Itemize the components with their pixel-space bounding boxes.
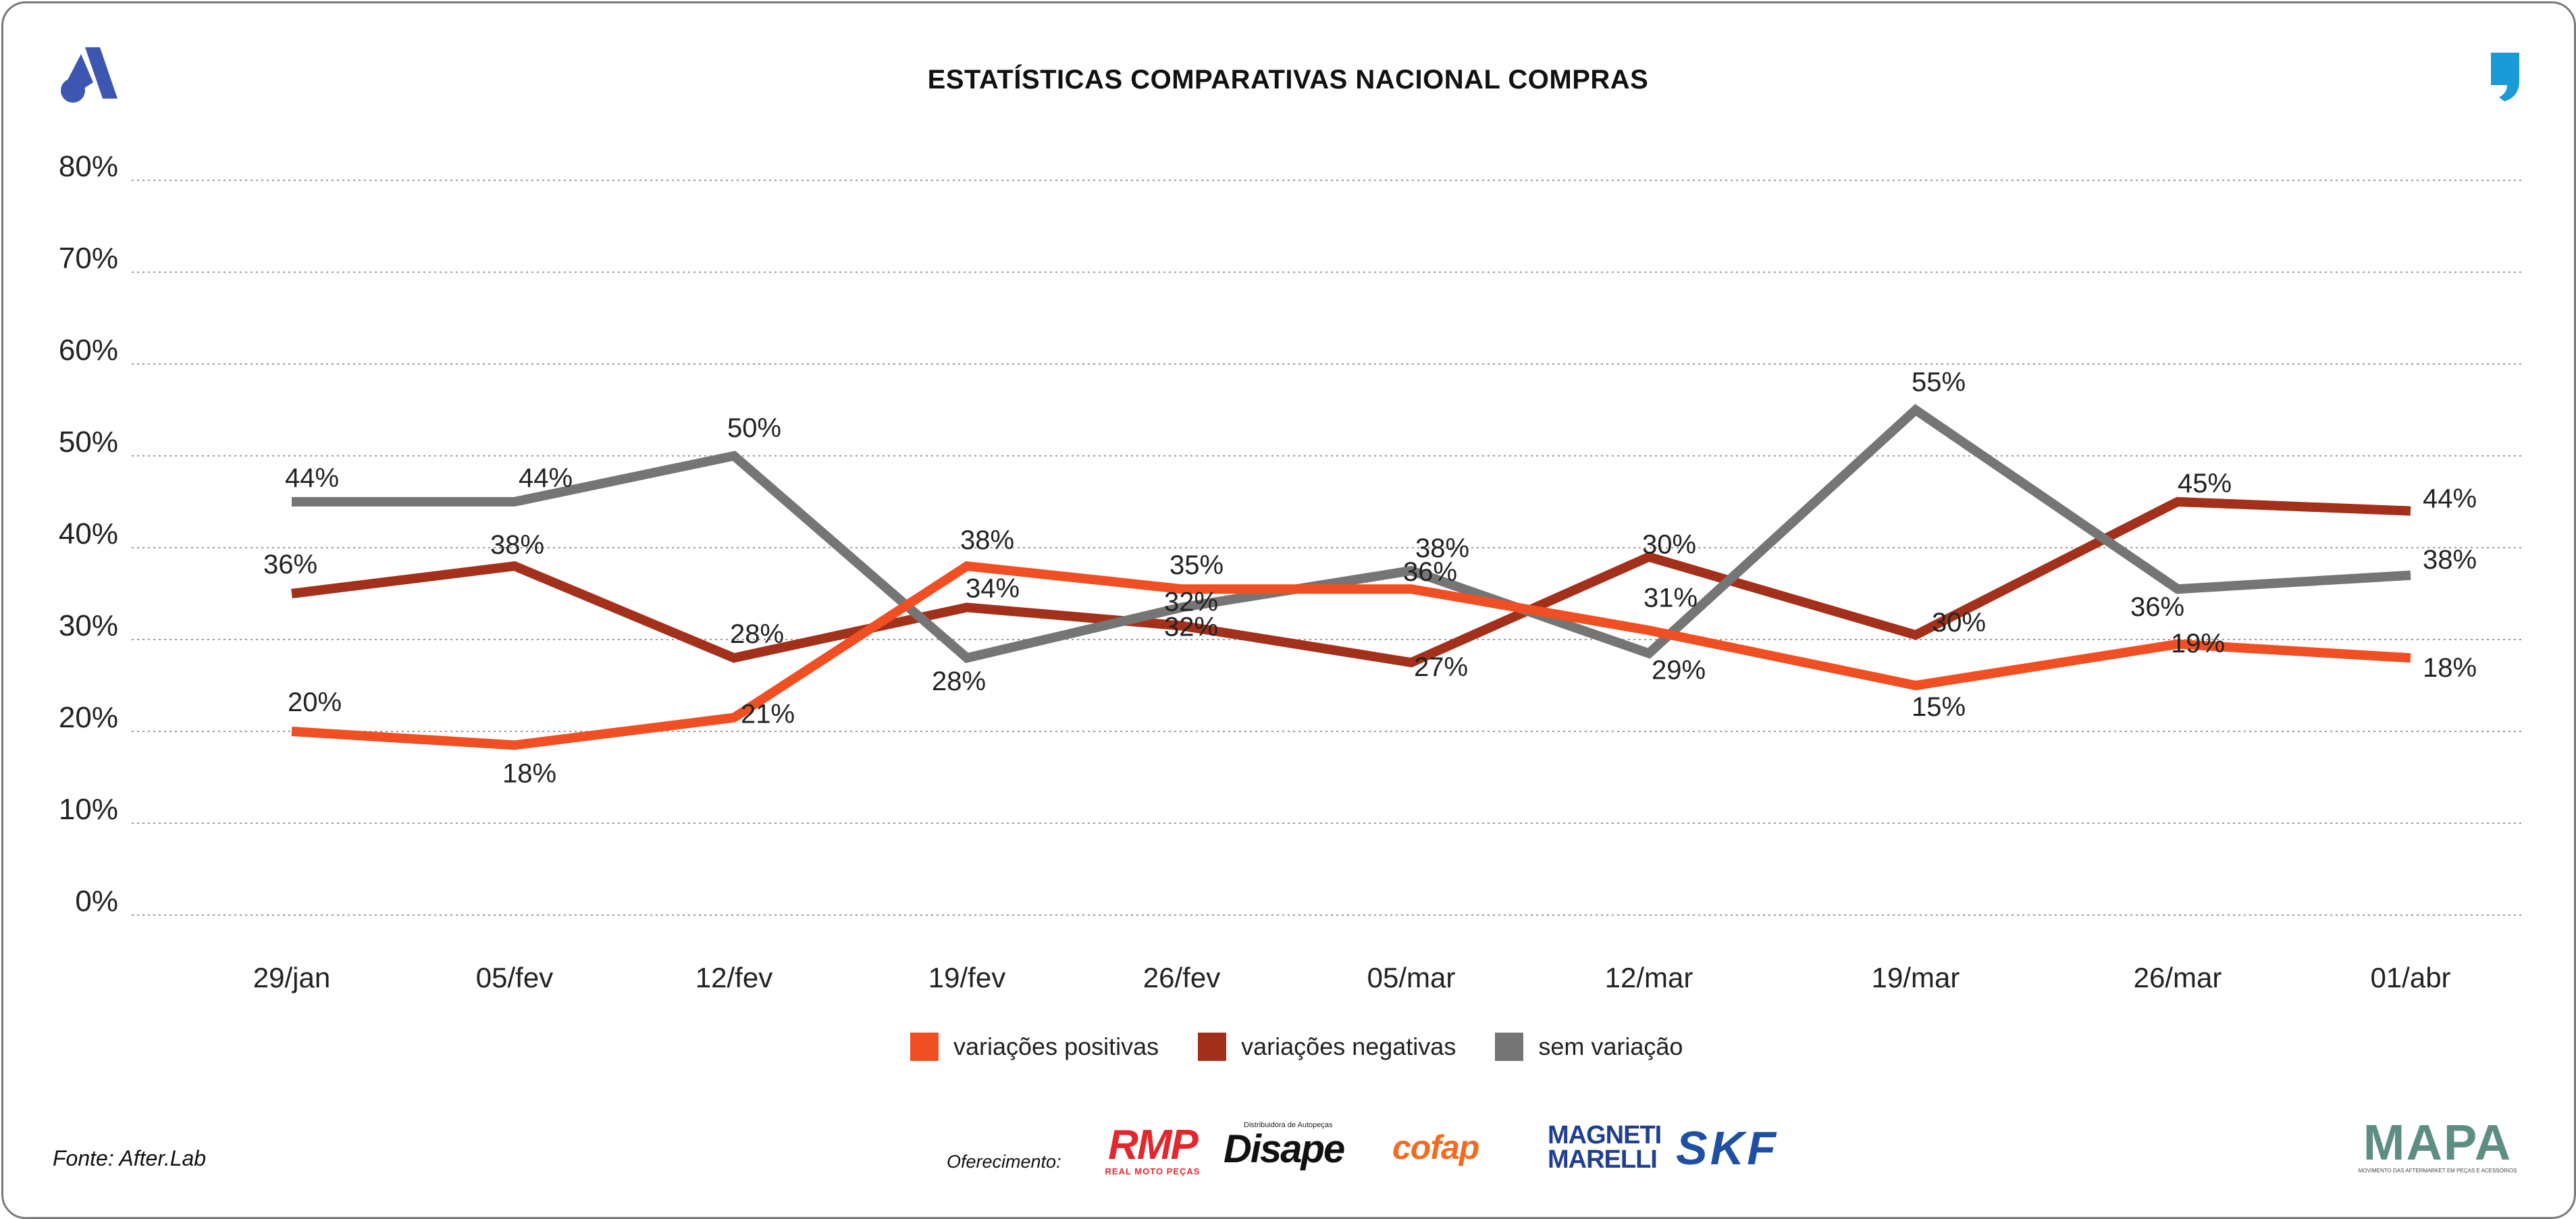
data-label-positivas: 35% — [1169, 550, 1224, 580]
x-tick-label: 05/fev — [476, 962, 553, 993]
y-tick-label: 80% — [59, 150, 118, 183]
cofap-logo-text: cofap — [1392, 1129, 1479, 1166]
sponsor-logo-magneti-marelli[interactable]: MAGNETI MARELLI — [1548, 1121, 1662, 1174]
data-label-positivas: 36% — [1403, 557, 1457, 587]
y-tick-label: 20% — [59, 701, 118, 734]
data-label-positivas: 21% — [741, 700, 795, 729]
y-tick-label: 60% — [59, 334, 118, 367]
x-tick-label: 26/mar — [2134, 962, 2222, 993]
legend-label-negativas: variações negativas — [1241, 1033, 1456, 1060]
data-label-positivas: 18% — [502, 758, 556, 788]
data-label-sem-variacao: 38% — [2423, 545, 2477, 575]
x-tick-label: 19/fev — [928, 962, 1005, 993]
brand-logo-icon — [61, 47, 117, 103]
data-label-sem-variacao: 28% — [932, 667, 986, 696]
legend-label-positivas: variações positivas — [953, 1033, 1159, 1060]
data-label-sem-variacao: 44% — [519, 463, 573, 493]
data-label-positivas: 19% — [2171, 629, 2225, 658]
data-label-sem-variacao: 32% — [1164, 612, 1218, 642]
data-label-negativas: 27% — [1414, 652, 1468, 682]
y-tick-label: 30% — [59, 609, 118, 642]
data-label-sem-variacao: 36% — [2130, 592, 2184, 622]
magneti-logo-line1: MAGNETI — [1548, 1121, 1662, 1149]
series-line-positivas — [291, 561, 2411, 750]
data-label-positivas: 18% — [2423, 653, 2477, 683]
y-tick-label: 50% — [59, 425, 118, 459]
legend-swatch-sem-variacao — [1495, 1033, 1524, 1061]
x-tick-label: 05/mar — [1367, 962, 1456, 993]
rmp-logo-text: RMP — [1108, 1122, 1199, 1168]
legend-label-sem-variacao: sem variação — [1538, 1033, 1683, 1060]
legend-swatch-negativas — [1198, 1033, 1227, 1061]
data-label-negativas: 30% — [1932, 608, 1986, 638]
mapa-logo[interactable]: MAPA MOVIMENTO DAS AFTERMARKET EM PEÇAS … — [2357, 1118, 2519, 1174]
data-label-negativas: 32% — [1164, 588, 1218, 617]
y-tick-label: 70% — [59, 242, 118, 275]
data-label-positivas: 31% — [1644, 583, 1698, 613]
mapa-logo-tagline: MOVIMENTO DAS AFTERMARKET EM PEÇAS E ACE… — [2358, 1168, 2517, 1174]
data-label-sem-variacao: 50% — [727, 413, 781, 443]
x-tick-label: 26/fev — [1143, 962, 1220, 993]
data-label-positivas: 15% — [1912, 692, 1966, 722]
quote-icon — [2491, 53, 2519, 101]
data-label-negativas: 28% — [730, 619, 784, 649]
rmp-logo-tagline: REAL MOTO PEÇAS — [1105, 1166, 1201, 1176]
data-label-negativas: 34% — [966, 573, 1020, 603]
mapa-logo-text: MAPA — [2363, 1114, 2513, 1170]
data-label-negativas: 30% — [1642, 530, 1696, 560]
legend-swatch-positivas — [910, 1033, 939, 1061]
data-label-negativas: 38% — [490, 530, 544, 560]
x-tick-label: 29/jan — [253, 962, 330, 993]
sponsor-logo-disape[interactable]: Distribuidora de Autopeças Disape — [1224, 1121, 1345, 1171]
disape-logo-tagline: Distribuidora de Autopeças — [1244, 1121, 1333, 1129]
legend-item-negativas[interactable]: variações negativas — [1198, 1033, 1456, 1061]
sponsor-label: Oferecimento: — [947, 1151, 1061, 1172]
y-tick-label: 40% — [59, 517, 118, 550]
disape-logo-text: Disape — [1224, 1127, 1345, 1171]
x-tick-label: 12/fev — [695, 962, 772, 993]
data-label-negativas: 44% — [2423, 484, 2477, 514]
data-label-negativas: 36% — [263, 550, 317, 579]
x-tick-label: 19/mar — [1872, 962, 1960, 993]
y-tick-label: 10% — [59, 793, 118, 826]
sponsor-logo-skf[interactable]: SKF — [1676, 1121, 1779, 1175]
data-label-sem-variacao: 38% — [1415, 534, 1469, 563]
sponsor-logo-rmp[interactable]: RMP REAL MOTO PEÇAS — [1095, 1122, 1210, 1177]
x-tick-label: 12/mar — [1605, 962, 1693, 993]
series-line-sem-variacao — [292, 404, 2411, 663]
legend-item-sem-variacao[interactable]: sem variação — [1495, 1033, 1683, 1061]
data-label-positivas: 20% — [288, 688, 342, 717]
data-label-sem-variacao: 29% — [1652, 655, 1706, 685]
sponsor-logo-cofap[interactable]: cofap — [1392, 1128, 1479, 1167]
series-line-negativas — [291, 496, 2411, 668]
y-tick-label: 0% — [75, 885, 118, 918]
x-tick-label: 01/abr — [2370, 962, 2450, 993]
chart-legend: variações positivas variações negativas … — [910, 1028, 1683, 1066]
data-label-negativas: 45% — [2178, 469, 2232, 498]
chart-title: ESTATÍSTICAS COMPARATIVAS NACIONAL COMPR… — [927, 65, 1649, 95]
skf-logo-text: SKF — [1676, 1122, 1779, 1174]
legend-item-positivas[interactable]: variações positivas — [910, 1033, 1159, 1061]
data-label-sem-variacao: 44% — [285, 463, 339, 493]
data-label-sem-variacao: 55% — [1912, 367, 1966, 397]
data-label-positivas: 38% — [960, 525, 1014, 555]
source-note: Fonte: After.Lab — [53, 1146, 207, 1170]
magneti-logo-line2: MARELLI — [1548, 1145, 1658, 1174]
